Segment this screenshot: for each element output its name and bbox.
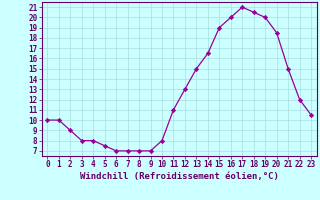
X-axis label: Windchill (Refroidissement éolien,°C): Windchill (Refroidissement éolien,°C) <box>80 172 279 181</box>
